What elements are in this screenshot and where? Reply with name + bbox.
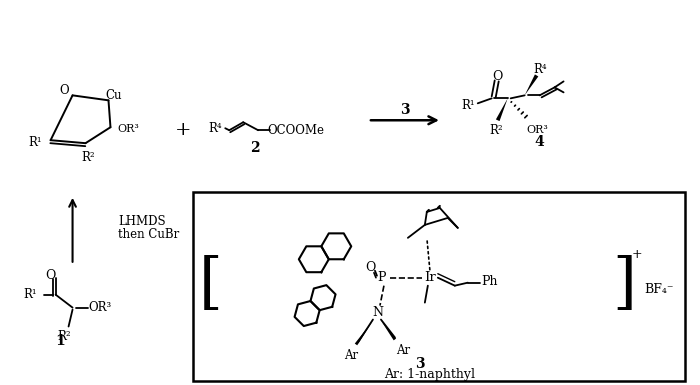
Text: OR³: OR³ — [89, 301, 112, 314]
Text: O: O — [365, 261, 375, 274]
Text: R¹: R¹ — [461, 99, 475, 112]
Text: 2: 2 — [251, 141, 260, 155]
Text: then CuBr: then CuBr — [118, 228, 180, 241]
Text: R²: R² — [82, 151, 95, 164]
Text: OR³: OR³ — [526, 125, 549, 135]
Text: +: + — [632, 248, 643, 261]
Text: ]: ] — [612, 254, 636, 315]
Text: Ir: Ir — [424, 271, 435, 284]
Text: O: O — [46, 269, 56, 282]
Text: Ar: 1-naphthyl: Ar: 1-naphthyl — [384, 368, 475, 381]
Text: N: N — [372, 306, 384, 319]
Text: [: [ — [198, 254, 222, 315]
Text: R¹: R¹ — [29, 136, 43, 149]
Text: O: O — [60, 84, 69, 97]
Text: +: + — [175, 121, 192, 139]
Polygon shape — [525, 74, 538, 95]
Text: Cu: Cu — [105, 89, 122, 102]
Text: Ph: Ph — [482, 275, 498, 288]
Text: 3: 3 — [415, 357, 425, 372]
Polygon shape — [355, 321, 373, 345]
Text: R⁴: R⁴ — [209, 122, 222, 135]
Text: LHMDS: LHMDS — [118, 215, 166, 228]
Text: 3: 3 — [400, 103, 410, 117]
Text: BF₄⁻: BF₄⁻ — [645, 283, 674, 296]
Text: R²: R² — [489, 124, 503, 137]
Text: O: O — [493, 70, 503, 83]
Text: OR³: OR³ — [118, 124, 139, 134]
Bar — [193, 192, 685, 381]
Text: R⁴: R⁴ — [534, 63, 547, 76]
Text: R²: R² — [58, 330, 71, 343]
Text: Ar: Ar — [344, 349, 358, 362]
Text: P: P — [378, 271, 386, 284]
Text: Ar: Ar — [395, 344, 410, 357]
Text: 4: 4 — [535, 135, 545, 149]
Text: R¹: R¹ — [24, 288, 37, 301]
Text: OCOOMe: OCOOMe — [267, 124, 325, 137]
Polygon shape — [381, 321, 396, 340]
Text: 1: 1 — [56, 335, 66, 348]
Polygon shape — [496, 98, 508, 121]
